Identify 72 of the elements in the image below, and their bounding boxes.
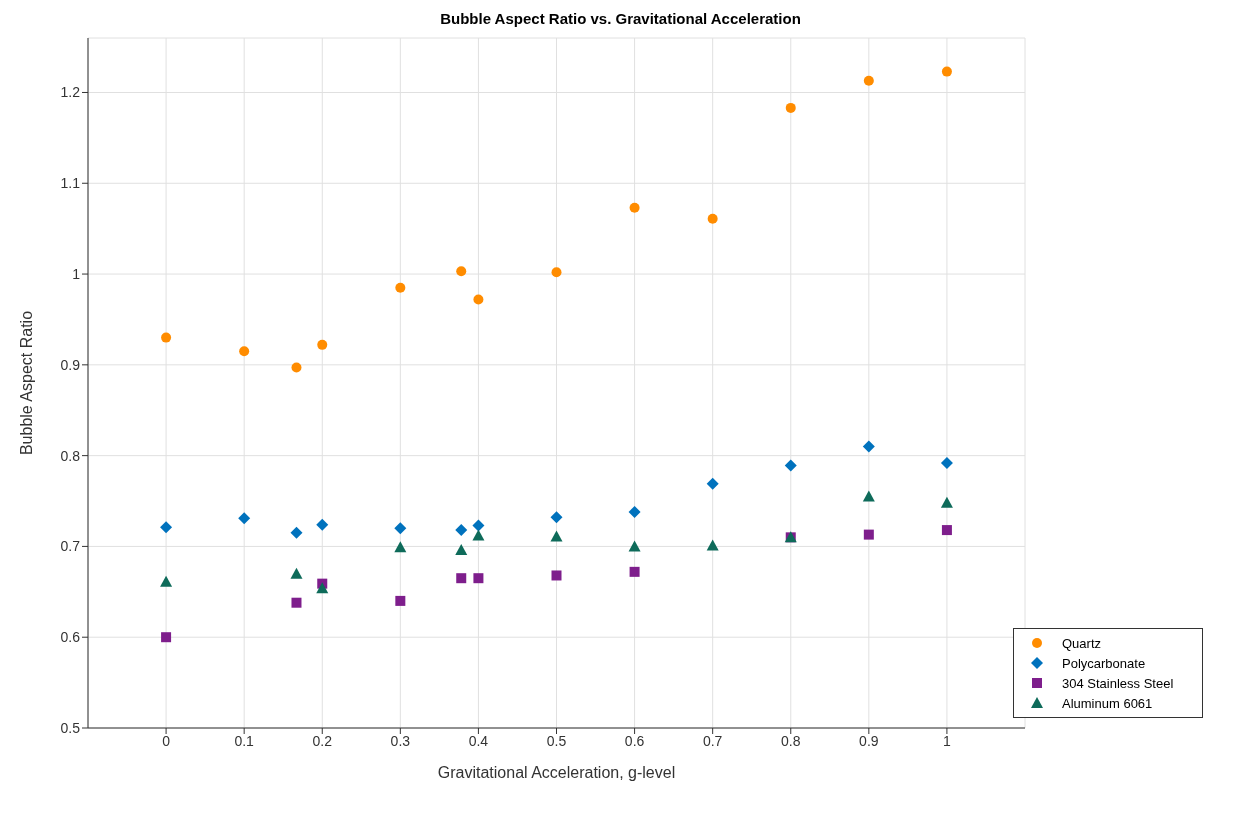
point (707, 213, 718, 224)
point (316, 518, 329, 531)
x-tick-label: 0 (162, 732, 171, 749)
point (456, 266, 467, 277)
point (862, 490, 875, 502)
y-tick-label: 0.7 (60, 538, 81, 555)
point (629, 566, 640, 577)
point (473, 294, 484, 305)
chart-title: Bubble Aspect Ratio vs. Gravitational Acceleration (439, 9, 802, 29)
point (394, 522, 407, 535)
point (551, 570, 562, 581)
point (862, 440, 875, 453)
point (160, 575, 173, 587)
point (455, 544, 468, 556)
point (706, 539, 719, 551)
point (455, 524, 468, 537)
point (472, 529, 485, 541)
point (706, 477, 719, 490)
x-tick-label: 0.3 (390, 732, 411, 749)
legend-label: Aluminum 6061 (1062, 695, 1153, 711)
point (550, 530, 563, 542)
point (161, 332, 172, 343)
x-tick-label: 0.2 (312, 732, 333, 749)
point (941, 525, 952, 536)
point (784, 459, 797, 472)
point (161, 632, 172, 643)
point (550, 511, 563, 524)
point (940, 496, 953, 508)
point (317, 339, 328, 350)
y-axis-title: Bubble Aspect Ratio (17, 310, 35, 456)
point (785, 102, 796, 113)
y-tick-label: 0.8 (60, 447, 81, 464)
x-axis-title: Gravitational Acceleration, g-level (437, 764, 676, 781)
x-tick-label: 0.6 (624, 732, 645, 749)
point (291, 362, 302, 373)
point (628, 505, 641, 518)
y-tick-label: 1.2 (60, 84, 81, 101)
y-tick-label: 0.9 (60, 356, 81, 373)
x-tick-label: 0.1 (234, 732, 255, 749)
point (239, 346, 250, 357)
point (290, 567, 303, 579)
point (473, 573, 484, 584)
legend-label: Quartz (1062, 635, 1102, 651)
x-tick-label: 0.9 (859, 732, 879, 749)
point (629, 202, 640, 213)
point (394, 541, 407, 553)
point (395, 595, 406, 606)
point (472, 519, 485, 532)
x-tick-label: 0.5 (546, 732, 567, 749)
point (238, 512, 251, 525)
x-tick-label: 0.7 (702, 732, 723, 749)
point (290, 526, 303, 539)
point (395, 282, 406, 293)
y-tick-label: 1 (72, 266, 81, 283)
point (316, 582, 329, 594)
y-tick-label: 0.6 (60, 629, 81, 646)
x-tick-label: 0.4 (468, 732, 489, 749)
point (863, 529, 874, 540)
x-tick-label: 1 (943, 732, 952, 749)
point (940, 456, 953, 469)
y-tick-label: 0.5 (60, 719, 81, 736)
x-tick-label: 0.8 (781, 732, 801, 749)
point (291, 597, 302, 608)
legend-label: Polycarbonate (1062, 655, 1146, 671)
point (628, 540, 641, 552)
point (941, 66, 952, 77)
point (551, 267, 562, 278)
point (863, 75, 874, 86)
point (160, 521, 173, 534)
y-tick-label: 1.1 (60, 175, 81, 192)
legend-label: 304 Stainless Steel (1062, 675, 1174, 691)
point (456, 573, 467, 584)
